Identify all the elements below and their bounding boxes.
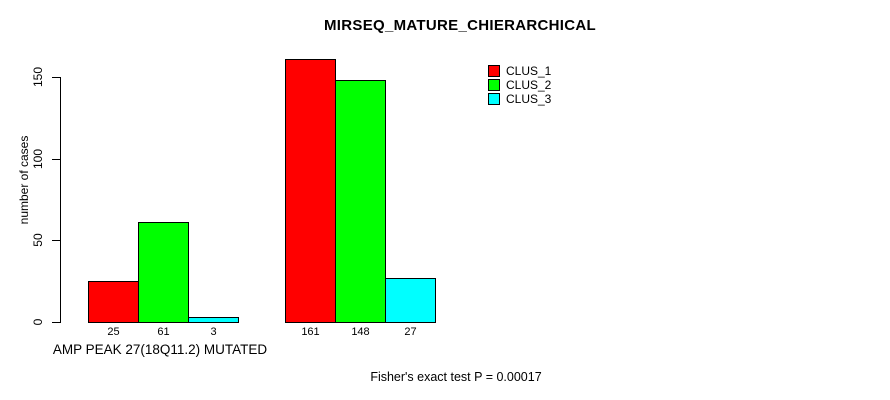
legend: CLUS_1 CLUS_2 CLUS_3 xyxy=(488,64,551,106)
bar-value-label: 148 xyxy=(351,326,370,338)
bar-clus_1-group2 xyxy=(285,59,336,323)
bar-value-label: 3 xyxy=(210,326,217,338)
y-axis-tick xyxy=(52,240,60,241)
bar-clus_3-group2 xyxy=(385,278,436,323)
bar-clus_3-group1 xyxy=(188,317,239,323)
legend-swatch xyxy=(488,65,500,77)
y-axis-tick xyxy=(52,322,60,323)
bar-value-label: 161 xyxy=(301,326,320,338)
fisher-test-annotation: Fisher's exact test P = 0.00017 xyxy=(370,370,542,384)
bar-value-label: 25 xyxy=(107,326,120,338)
y-axis-tick-label: 0 xyxy=(31,318,45,326)
y-axis-line xyxy=(60,77,61,323)
legend-item-clus_1: CLUS_1 xyxy=(488,64,551,78)
legend-label: CLUS_3 xyxy=(506,92,552,106)
bar-clus_1-group1 xyxy=(88,281,139,323)
x-category-label: AMP PEAK 27(18Q11.2) MUTATED xyxy=(52,342,268,357)
bar-value-label: 27 xyxy=(404,326,417,338)
bar-value-label: 61 xyxy=(157,326,170,338)
legend-label: CLUS_1 xyxy=(506,64,552,78)
bar-clus_2-group1 xyxy=(138,222,189,323)
y-axis-tick xyxy=(52,159,60,160)
y-axis-tick-label: 100 xyxy=(31,148,45,170)
legend-item-clus_3: CLUS_3 xyxy=(488,92,551,106)
legend-swatch xyxy=(488,93,500,105)
y-axis-tick xyxy=(52,77,60,78)
y-axis-tick-label: 50 xyxy=(31,233,45,247)
legend-label: CLUS_2 xyxy=(506,78,552,92)
bar-clus_2-group2 xyxy=(335,80,386,323)
chart-title: MIRSEQ_MATURE_CHIERARCHICAL xyxy=(324,17,596,34)
legend-item-clus_2: CLUS_2 xyxy=(488,78,551,92)
legend-swatch xyxy=(488,79,500,91)
y-axis-tick-label: 150 xyxy=(31,66,45,88)
